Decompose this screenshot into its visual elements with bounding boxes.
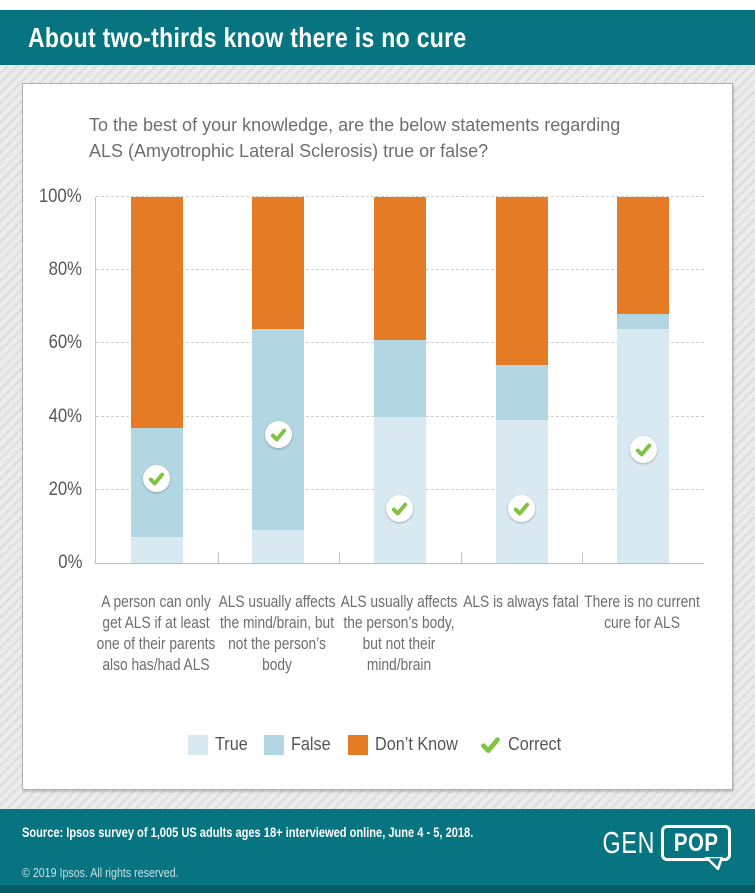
speech-bubble-tail-icon [705, 857, 723, 870]
category-label-cell-3: ALS usually affects the person’s body, b… [338, 591, 460, 675]
bar-slot-4 [461, 197, 583, 563]
chart-card: To the best of your knowledge, are the b… [22, 83, 733, 790]
legend-check-holder [480, 734, 501, 755]
segment-don-t-know-5 [617, 197, 670, 315]
correct-check-icon [635, 443, 651, 457]
legend: True False Don’t Know Correct [23, 734, 732, 755]
segment-don-t-know-4 [495, 197, 548, 366]
legend-swatch-icon [264, 734, 285, 755]
x-axis-tick-3 [460, 552, 462, 563]
legend-label: True [214, 734, 248, 754]
segment-true-3 [373, 416, 426, 563]
correct-check-badge-4 [508, 494, 536, 522]
category-label-3: ALS usually affects the person’s body, b… [340, 592, 458, 674]
legend-item-false: False [264, 734, 335, 755]
legend-label: Correct [508, 734, 562, 754]
bar-slot-5 [582, 197, 704, 563]
y-tick-label-40: 40% [48, 405, 82, 427]
segment-don-t-know-2 [252, 197, 305, 329]
source-text: Source: Ipsos survey of 1,005 US adults … [22, 825, 474, 840]
segment-true-1 [130, 537, 183, 563]
segment-false-5 [617, 314, 670, 329]
bar-slot-1 [96, 197, 218, 563]
y-tick-label-0: 0% [57, 552, 82, 573]
category-label-5: There is no current cure for ALS [584, 592, 700, 632]
bar-slot-3 [339, 197, 461, 563]
stacked-bar-1 [130, 197, 183, 563]
correct-check-icon [513, 502, 530, 516]
legend-item-don-t-know: Don’t Know [348, 734, 467, 755]
striped-background: To the best of your knowledge, are the b… [0, 65, 755, 809]
plot-area [95, 196, 704, 564]
correct-check-icon [270, 429, 287, 442]
segment-true-2 [252, 530, 305, 563]
x-axis-labels: A person can only get ALS if at least on… [95, 591, 703, 675]
header-banner: About two-thirds know there is no cure [0, 10, 755, 65]
stacked-bar-4 [495, 197, 548, 563]
segment-false-4 [495, 365, 548, 421]
y-tick-label-60: 60% [48, 332, 82, 354]
correct-check-icon [392, 502, 408, 516]
headline: About two-thirds know there is no cure [28, 21, 467, 53]
correct-check-icon [481, 737, 501, 754]
legend-label: Don’t Know [375, 734, 458, 754]
legend-label: False [291, 734, 331, 754]
segment-true-4 [495, 420, 548, 563]
chart-question: To the best of your knowledge, are the b… [89, 112, 620, 164]
copyright-text: © 2019 Ipsos. All rights reserved. [22, 865, 179, 880]
x-axis-tick-2 [339, 552, 341, 563]
y-tick-label-100: 100% [39, 186, 82, 207]
stacked-bar-3 [373, 197, 426, 563]
legend-swatch-icon [348, 734, 369, 755]
correct-check-badge-3 [386, 494, 414, 522]
stacked-bar-2 [252, 197, 305, 563]
x-axis-tick-4 [582, 552, 584, 563]
category-label-cell-2: ALS usually affects the mind/brain, but … [217, 591, 339, 675]
segment-false-3 [373, 339, 426, 417]
y-tick-label-80: 80% [48, 259, 82, 281]
logo-pop-box: POP [660, 825, 731, 870]
category-label-1: A person can only get ALS if at least on… [96, 592, 216, 674]
category-label-2: ALS usually affects the mind/brain, but … [218, 592, 336, 674]
y-tick-label-20: 20% [48, 478, 82, 500]
gridline-100 [96, 196, 704, 197]
y-axis-labels: 100% 80% 60% 40% 20% 0% [23, 187, 89, 573]
logo-gen-text: GEN [602, 825, 655, 860]
category-label-cell-1: A person can only get ALS if at least on… [95, 591, 217, 675]
segment-don-t-know-3 [373, 197, 426, 340]
chart-question-line2: ALS (Amyotrophic Lateral Sclerosis) true… [89, 141, 489, 161]
top-white-strip [0, 0, 755, 10]
legend-item-true: True [187, 734, 251, 755]
correct-check-badge-2 [264, 421, 292, 449]
x-axis-tick-1 [217, 552, 219, 563]
category-label-cell-4: ALS is always fatal [460, 591, 582, 675]
correct-check-icon [149, 472, 165, 486]
logo-pop-text: POP [673, 828, 719, 857]
legend-item-correct: Correct [480, 734, 567, 755]
footer-bottom-strip [0, 885, 755, 893]
genpop-logo: GEN POP [585, 823, 731, 870]
chart-question-line1: To the best of your knowledge, are the b… [89, 115, 621, 135]
correct-check-badge-5 [629, 436, 657, 464]
category-label-4: ALS is always fatal [462, 592, 579, 611]
legend-swatch-icon [187, 734, 208, 755]
stacked-bar-5 [617, 197, 670, 563]
category-label-cell-5: There is no current cure for ALS [581, 591, 703, 675]
footer: Source: Ipsos survey of 1,005 US adults … [0, 809, 755, 893]
bar-slot-2 [218, 197, 340, 563]
segment-don-t-know-1 [130, 197, 183, 428]
correct-check-badge-1 [143, 465, 171, 493]
